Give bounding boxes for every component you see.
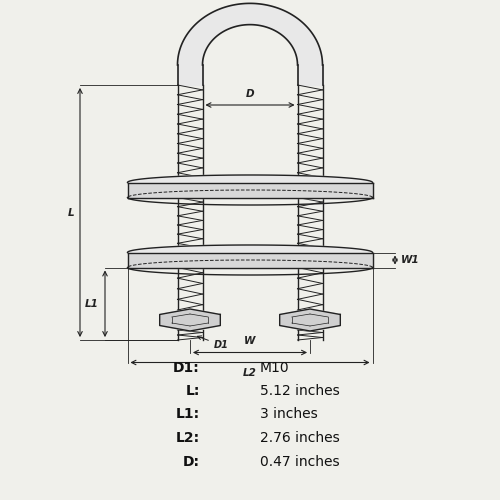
Text: L2: L2 (243, 368, 257, 378)
Text: 2.76 inches: 2.76 inches (260, 431, 340, 445)
Text: L:: L: (186, 384, 200, 398)
Text: D:: D: (183, 454, 200, 468)
Bar (128, 182, 372, 198)
Polygon shape (178, 4, 322, 65)
Text: D1: D1 (198, 336, 228, 350)
Polygon shape (128, 245, 372, 252)
Polygon shape (160, 309, 220, 331)
Text: T: T (351, 185, 358, 195)
Text: D1:: D1: (174, 360, 200, 374)
Text: L: L (68, 208, 74, 218)
Text: M10: M10 (260, 360, 290, 374)
Bar (128, 252, 372, 268)
Polygon shape (280, 309, 340, 331)
Text: L1: L1 (85, 298, 99, 308)
Text: W: W (244, 336, 256, 346)
Polygon shape (128, 175, 372, 182)
Text: L1:: L1: (176, 408, 200, 422)
Text: 5.12 inches: 5.12 inches (260, 384, 340, 398)
Text: 0.47 inches: 0.47 inches (260, 454, 340, 468)
Text: D: D (246, 89, 254, 99)
Text: L2:: L2: (176, 431, 200, 445)
Text: W1: W1 (401, 255, 420, 265)
Text: 3 inches: 3 inches (260, 408, 318, 422)
